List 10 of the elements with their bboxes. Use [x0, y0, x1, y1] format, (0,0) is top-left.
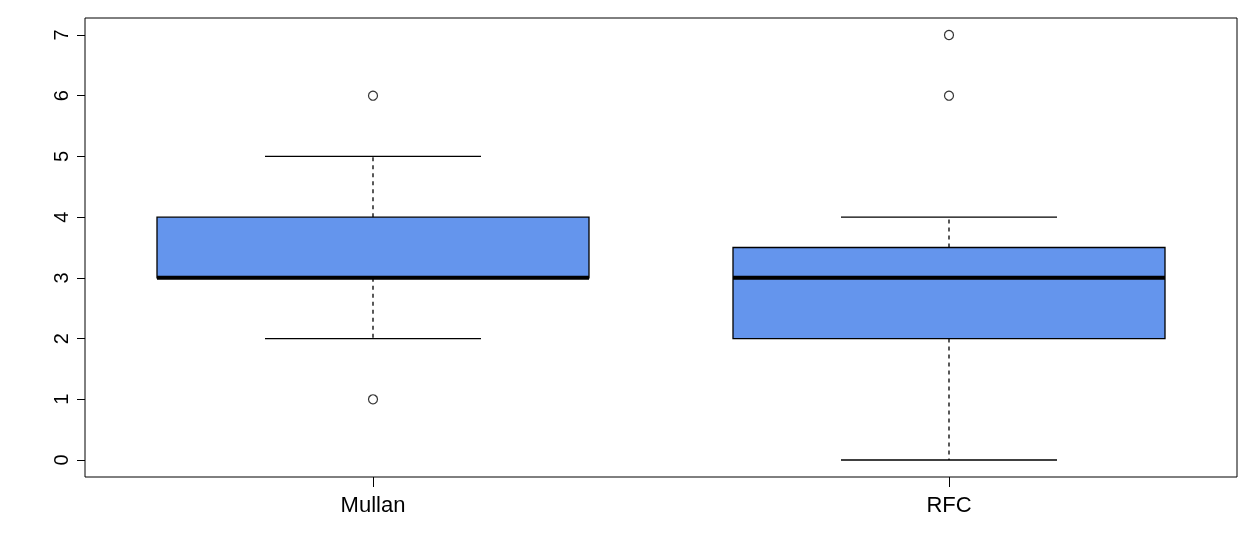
y-tick-label: 5	[50, 150, 72, 162]
x-tick-label: Mullan	[340, 491, 406, 517]
y-tick-label: 2	[50, 333, 72, 345]
y-tick-label: 0	[50, 454, 72, 466]
y-tick-label: 3	[50, 272, 72, 284]
y-tick-label: 7	[50, 29, 72, 41]
y-tick-label: 1	[50, 393, 72, 405]
y-tick-label: 6	[50, 90, 72, 102]
y-tick-label: 4	[50, 211, 72, 223]
x-tick-label: RFC	[926, 491, 972, 517]
